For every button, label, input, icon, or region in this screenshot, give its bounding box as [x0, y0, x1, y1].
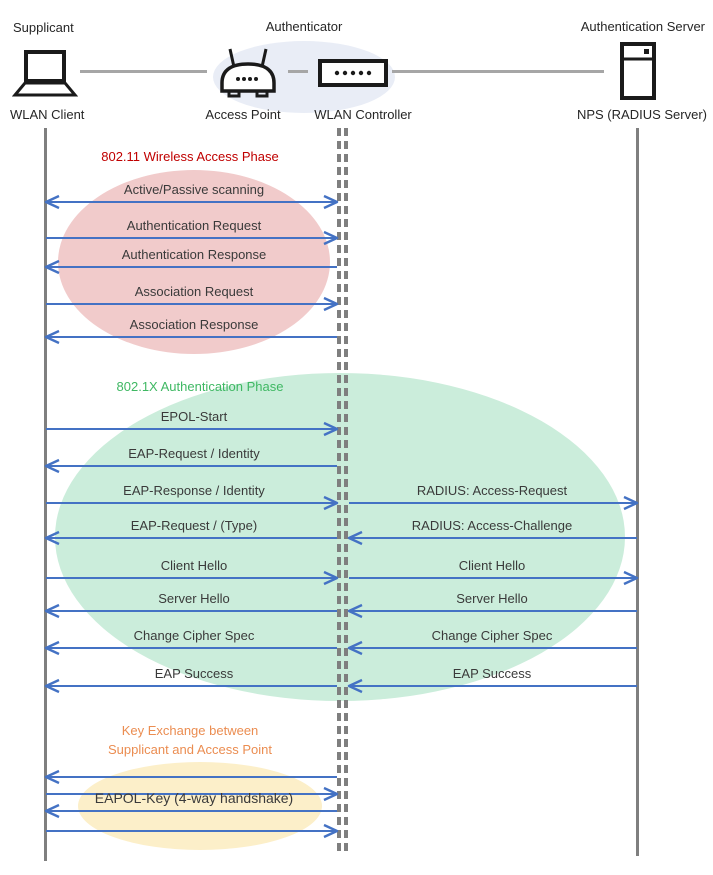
message-label: EAP Success — [452, 666, 532, 681]
message-arrow — [44, 194, 339, 210]
message-arrow — [347, 640, 637, 656]
message-arrow — [46, 823, 339, 839]
message-label: EPOL-Start — [160, 409, 228, 424]
message-arrow — [46, 230, 339, 246]
lifeline-radius-server — [636, 128, 639, 856]
role-label-supplicant: Supplicant — [13, 20, 74, 35]
lifeline-wlan-client — [44, 128, 47, 861]
message-label: Authentication Request — [126, 218, 262, 233]
device-label-access-point: Access Point — [205, 107, 281, 122]
message-label: Server Hello — [158, 591, 230, 606]
device-label-wlan-controller: WLAN Controller — [314, 107, 412, 122]
message-arrow — [349, 495, 639, 511]
wlan-controller-icon — [318, 59, 388, 92]
message-arrow — [46, 421, 339, 437]
message-label: EAPOL-Key (4-way handshake) — [94, 790, 294, 806]
message-arrow — [347, 678, 637, 694]
message-arrow — [44, 530, 337, 546]
device-label-wlan-client: WLAN Client — [10, 107, 85, 122]
server-icon — [619, 41, 657, 106]
connector-client-ap — [80, 70, 207, 73]
message-label: EAP Success — [154, 666, 234, 681]
message-arrow — [46, 570, 339, 586]
message-arrow — [44, 769, 337, 785]
phase-title-80211: 802.11 Wireless Access Phase — [101, 149, 279, 164]
message-arrow — [44, 603, 337, 619]
phase-title-8021x: 802.1X Authentication Phase — [116, 379, 284, 394]
message-label: Change Cipher Spec — [133, 628, 255, 643]
message-arrow — [44, 458, 337, 474]
message-arrow — [46, 296, 339, 312]
message-arrow — [46, 495, 339, 511]
message-arrow — [44, 329, 337, 345]
message-label: Association Response — [129, 317, 259, 332]
message-arrow — [44, 640, 337, 656]
message-arrow — [44, 803, 337, 819]
message-label: EAP-Request / (Type) — [130, 518, 258, 533]
message-label: Server Hello — [456, 591, 528, 606]
lifeline-controller-dashed-right — [344, 128, 348, 854]
message-label: Active/Passive scanning — [123, 182, 265, 197]
message-label: EAP-Response / Identity — [123, 483, 265, 498]
device-label-nps-radius-server: NPS (RADIUS Server) — [576, 107, 707, 122]
message-label: Authentication Response — [121, 247, 267, 262]
message-arrow — [347, 603, 637, 619]
role-label-authenticator: Authenticator — [265, 19, 343, 34]
connector-controller-server — [392, 70, 604, 73]
lifeline-controller-dashed-left — [337, 128, 341, 854]
role-label-authentication-server: Authentication Server — [580, 19, 705, 34]
message-label: Client Hello — [458, 558, 526, 573]
phase-ellipse-80211 — [58, 170, 330, 354]
message-arrow — [347, 530, 637, 546]
message-arrow — [44, 678, 337, 694]
laptop-icon — [11, 50, 79, 103]
message-label: Change Cipher Spec — [431, 628, 553, 643]
message-label: EAP-Request / Identity — [128, 446, 260, 461]
message-label: RADIUS: Access-Challenge — [411, 518, 573, 533]
message-arrow — [349, 570, 639, 586]
connector-ap-controller — [288, 70, 308, 73]
message-arrow — [46, 786, 339, 802]
message-arrow — [44, 259, 337, 275]
access-point-icon — [217, 47, 279, 105]
message-label: Client Hello — [160, 558, 228, 573]
message-label: Association Request — [134, 284, 254, 299]
phase-title-key-exchange: Key Exchange between Supplicant and Acce… — [107, 723, 273, 757]
message-label: RADIUS: Access-Request — [416, 483, 568, 498]
